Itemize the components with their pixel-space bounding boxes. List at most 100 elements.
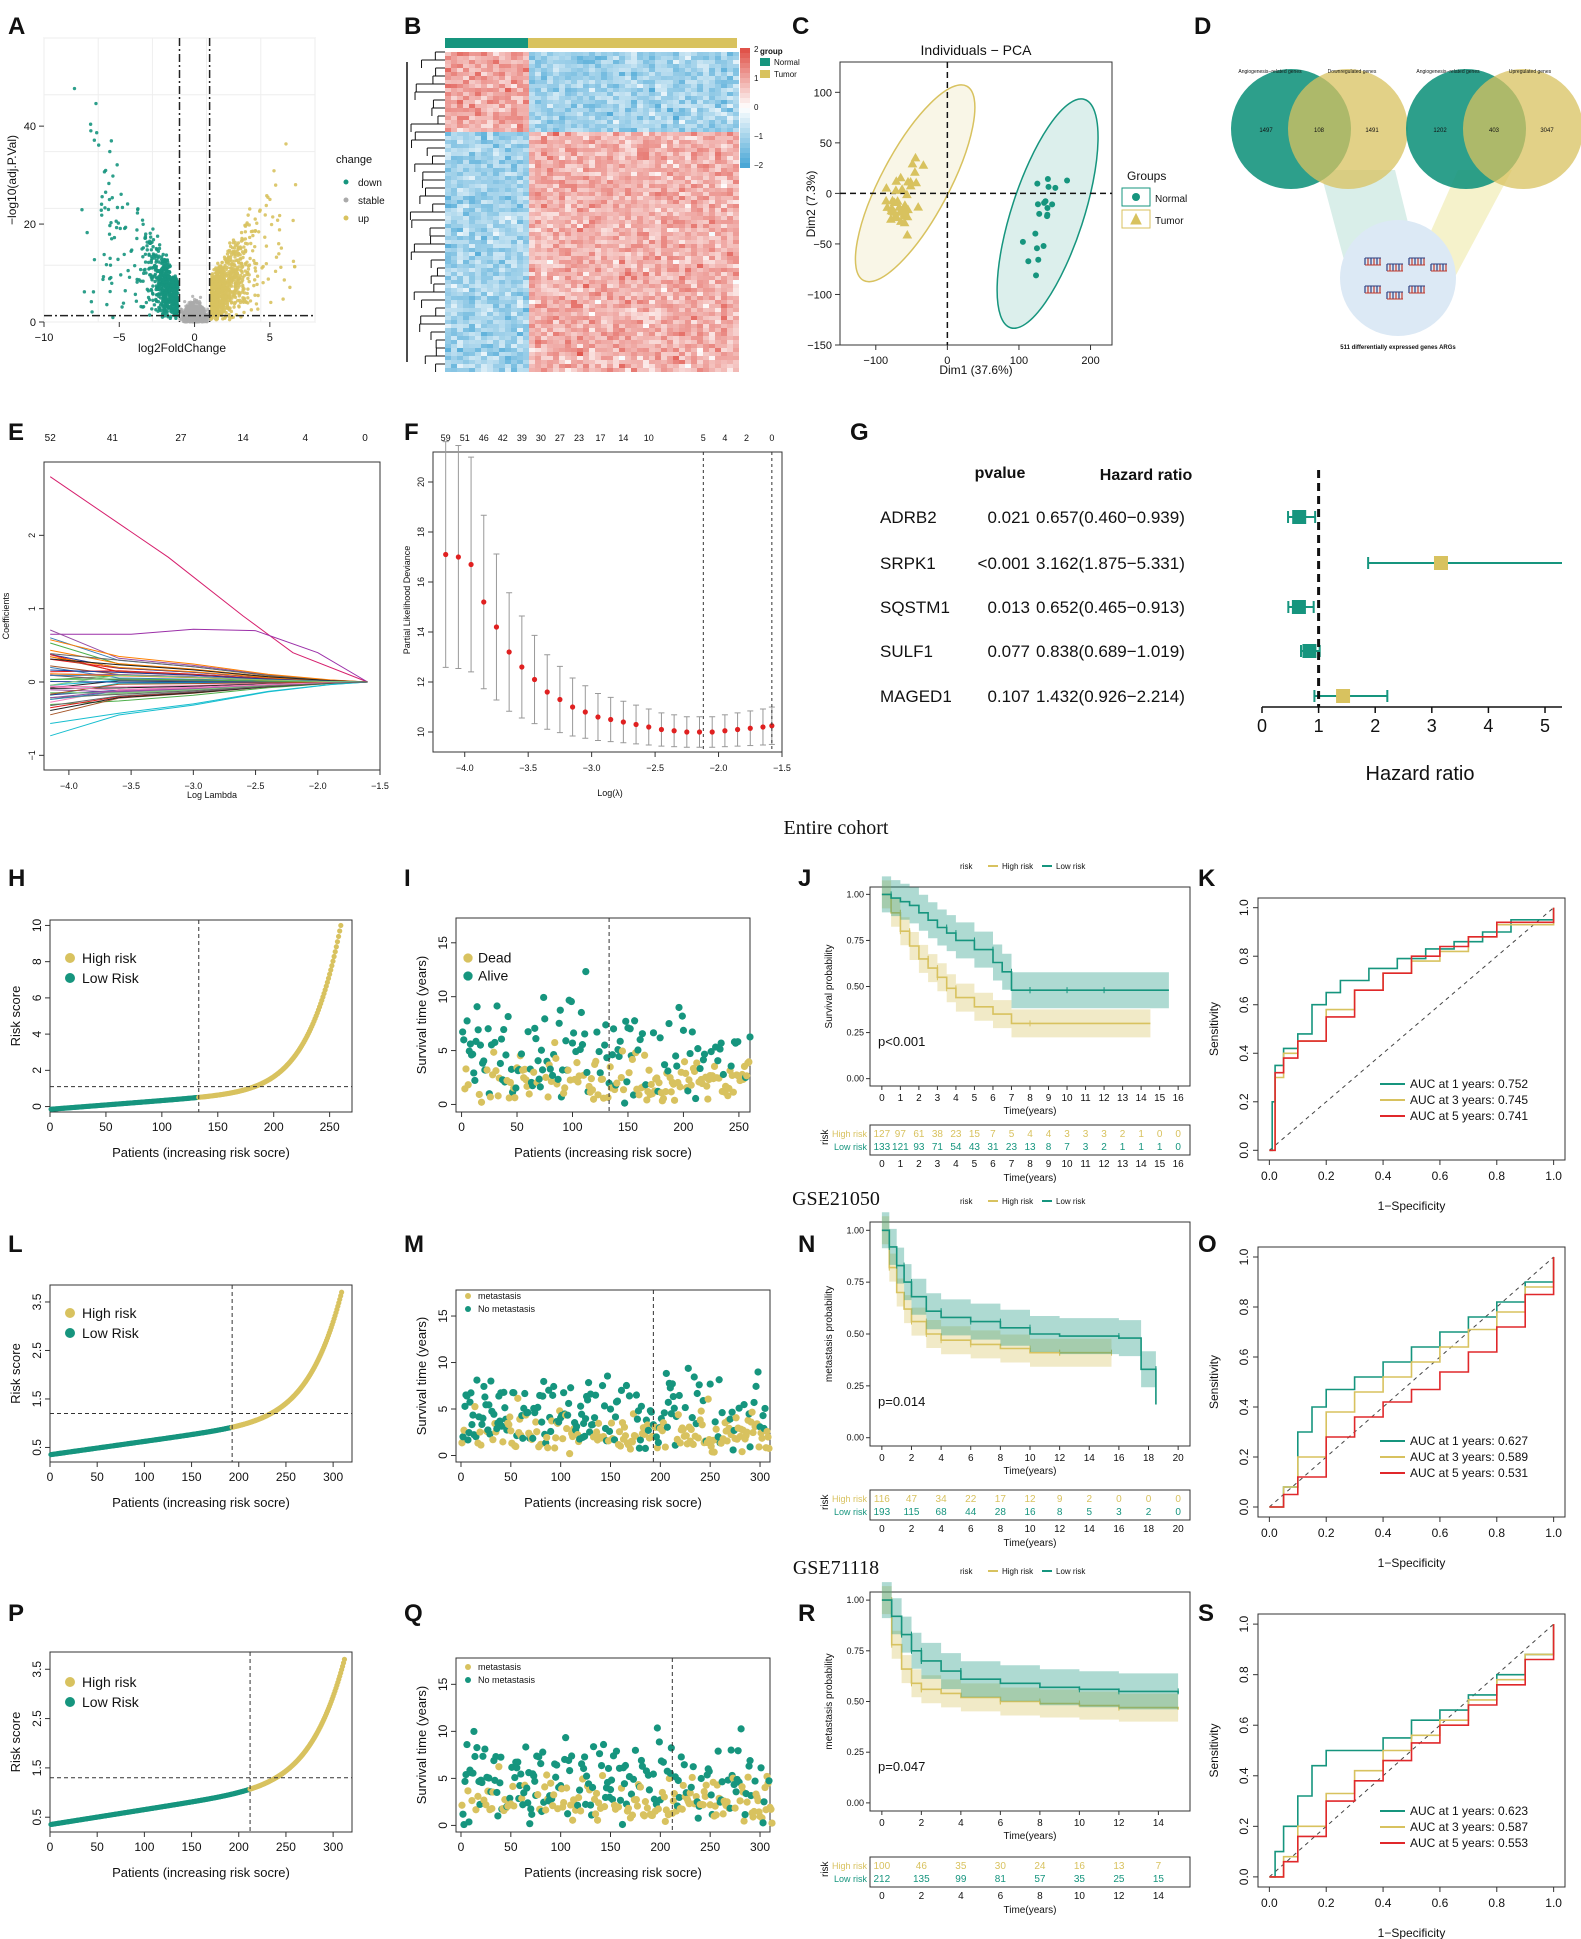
panel-letter-f: F bbox=[404, 419, 419, 446]
heatmap-cell bbox=[469, 156, 475, 160]
heatmap-cell bbox=[469, 192, 475, 196]
heatmap-cell bbox=[589, 252, 595, 256]
point-up bbox=[233, 275, 238, 279]
heatmap-cell bbox=[559, 260, 565, 264]
point-up bbox=[242, 245, 246, 249]
heatmap-cell bbox=[715, 92, 721, 96]
heatmap-cell bbox=[631, 184, 637, 188]
heatmap-cell bbox=[679, 196, 685, 200]
heatmap-cell bbox=[721, 132, 727, 136]
heatmap-cell bbox=[691, 192, 697, 196]
heatmap-cell bbox=[529, 244, 535, 248]
point-up bbox=[240, 290, 245, 294]
heatmap-cell bbox=[583, 192, 589, 196]
heatmap-cell bbox=[631, 244, 637, 248]
heatmap-cell bbox=[505, 76, 511, 80]
heatmap-cell bbox=[733, 176, 739, 180]
heatmap-cell bbox=[619, 96, 625, 100]
heatmap-cell bbox=[727, 212, 733, 216]
heatmap-cell bbox=[463, 136, 469, 140]
heatmap-cell bbox=[655, 256, 661, 260]
heatmap-cell bbox=[709, 92, 715, 96]
heatmap-cell bbox=[595, 108, 601, 112]
heatmap-cell bbox=[553, 152, 559, 156]
heatmap-cell bbox=[625, 208, 631, 212]
heatmap-cell bbox=[517, 132, 523, 136]
heatmap-cell bbox=[565, 136, 571, 140]
heatmap-cell bbox=[685, 268, 691, 272]
heatmap-cell bbox=[613, 52, 619, 56]
point-down bbox=[141, 305, 145, 309]
heatmap-cell bbox=[517, 224, 523, 228]
heatmap-cell bbox=[553, 148, 559, 152]
legend-title: change bbox=[336, 154, 372, 166]
heatmap-cell bbox=[661, 76, 667, 80]
heatmap-cell bbox=[571, 252, 577, 256]
heatmap-cell bbox=[607, 60, 613, 64]
point-down bbox=[172, 290, 177, 294]
heatmap-cell bbox=[703, 244, 709, 248]
heatmap-cell bbox=[595, 192, 601, 196]
heatmap-cell bbox=[595, 200, 601, 204]
heatmap-cell bbox=[721, 108, 727, 112]
heatmap-cell bbox=[715, 212, 721, 216]
heatmap-cell bbox=[553, 140, 559, 144]
point-down bbox=[108, 289, 112, 294]
heatmap-cell bbox=[571, 108, 577, 112]
heatmap-cell bbox=[475, 96, 481, 100]
heatmap-cell bbox=[727, 56, 733, 60]
heatmap-cell bbox=[679, 260, 685, 264]
heatmap-cell bbox=[529, 136, 535, 140]
heatmap-cell bbox=[535, 156, 541, 160]
heatmap-cell bbox=[607, 264, 613, 268]
heatmap-cell bbox=[577, 72, 583, 76]
heatmap-cell bbox=[475, 92, 481, 96]
y-tick-label: 0 bbox=[30, 317, 36, 329]
point-up bbox=[220, 273, 224, 277]
heatmap-cell bbox=[535, 252, 541, 256]
heatmap-cell bbox=[667, 124, 673, 128]
heatmap-cell bbox=[463, 128, 469, 132]
heatmap-cell bbox=[637, 72, 643, 76]
heatmap-cell bbox=[733, 260, 739, 264]
heatmap-cell bbox=[541, 168, 547, 172]
heatmap-cell bbox=[547, 108, 553, 112]
point-down bbox=[164, 253, 169, 257]
heatmap-cell bbox=[601, 120, 607, 124]
heatmap-cell bbox=[511, 184, 517, 188]
heatmap-cell bbox=[571, 264, 577, 268]
heatmap-cell bbox=[511, 140, 517, 144]
heatmap-cell bbox=[481, 112, 487, 116]
heatmap-cell bbox=[595, 136, 601, 140]
heatmap-cell bbox=[511, 100, 517, 104]
heatmap-cell bbox=[583, 112, 589, 116]
heatmap-cell bbox=[463, 156, 469, 160]
heatmap-cell bbox=[649, 232, 655, 236]
heatmap-cell bbox=[589, 52, 595, 56]
heatmap-cell bbox=[457, 188, 463, 192]
point-up bbox=[220, 287, 225, 291]
heatmap-cell bbox=[475, 80, 481, 84]
heatmap-cell bbox=[709, 148, 715, 152]
heatmap-cell bbox=[685, 156, 691, 160]
heatmap-cell bbox=[589, 232, 595, 236]
heatmap-cell bbox=[661, 156, 667, 160]
heatmap-cell bbox=[565, 232, 571, 236]
heatmap-cell bbox=[487, 204, 493, 208]
heatmap-cell bbox=[721, 116, 727, 120]
heatmap-cell bbox=[457, 228, 463, 232]
heatmap-cell bbox=[445, 124, 451, 128]
heatmap-cell bbox=[517, 184, 523, 188]
heatmap-cell bbox=[643, 128, 649, 132]
point-down bbox=[157, 246, 162, 251]
heatmap-cell bbox=[505, 160, 511, 164]
heatmap-cell bbox=[655, 264, 661, 268]
heatmap-cell bbox=[673, 112, 679, 116]
heatmap-cell bbox=[727, 128, 733, 132]
heatmap-cell bbox=[727, 164, 733, 168]
heatmap-cell bbox=[577, 76, 583, 80]
heatmap-cell bbox=[607, 136, 613, 140]
heatmap-cell bbox=[475, 112, 481, 116]
heatmap-cell bbox=[565, 60, 571, 64]
heatmap-cell bbox=[451, 160, 457, 164]
